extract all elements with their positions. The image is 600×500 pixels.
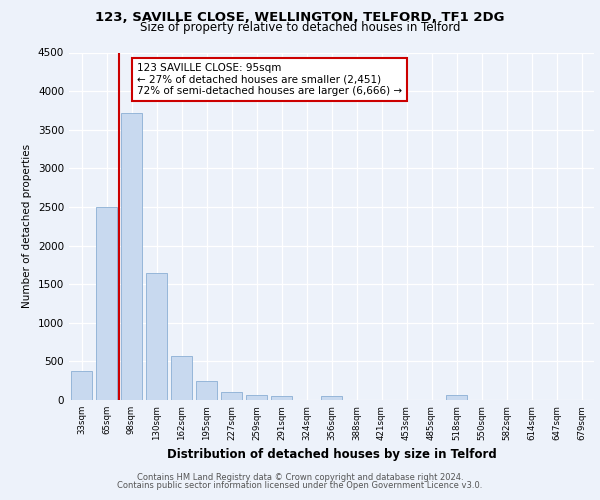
- Bar: [121, 112, 142, 400]
- Text: 123, SAVILLE CLOSE, WELLINGTON, TELFORD, TF1 2DG: 123, SAVILLE CLOSE, WELLINGTON, TELFORD,…: [95, 11, 505, 24]
- Bar: [171, 356, 192, 400]
- Text: 123 SAVILLE CLOSE: 95sqm
← 27% of detached houses are smaller (2,451)
72% of sem: 123 SAVILLE CLOSE: 95sqm ← 27% of detach…: [137, 63, 402, 96]
- Bar: [321, 396, 342, 400]
- Bar: [221, 392, 242, 400]
- Bar: [96, 207, 117, 400]
- Bar: [146, 274, 167, 400]
- Y-axis label: Number of detached properties: Number of detached properties: [22, 144, 32, 308]
- Bar: [196, 382, 217, 400]
- Text: Size of property relative to detached houses in Telford: Size of property relative to detached ho…: [140, 21, 460, 34]
- X-axis label: Distribution of detached houses by size in Telford: Distribution of detached houses by size …: [167, 448, 496, 461]
- Bar: [271, 396, 292, 400]
- Bar: [446, 396, 467, 400]
- Bar: [246, 396, 267, 400]
- Bar: [71, 372, 92, 400]
- Text: Contains HM Land Registry data © Crown copyright and database right 2024.: Contains HM Land Registry data © Crown c…: [137, 472, 463, 482]
- Text: Contains public sector information licensed under the Open Government Licence v3: Contains public sector information licen…: [118, 481, 482, 490]
